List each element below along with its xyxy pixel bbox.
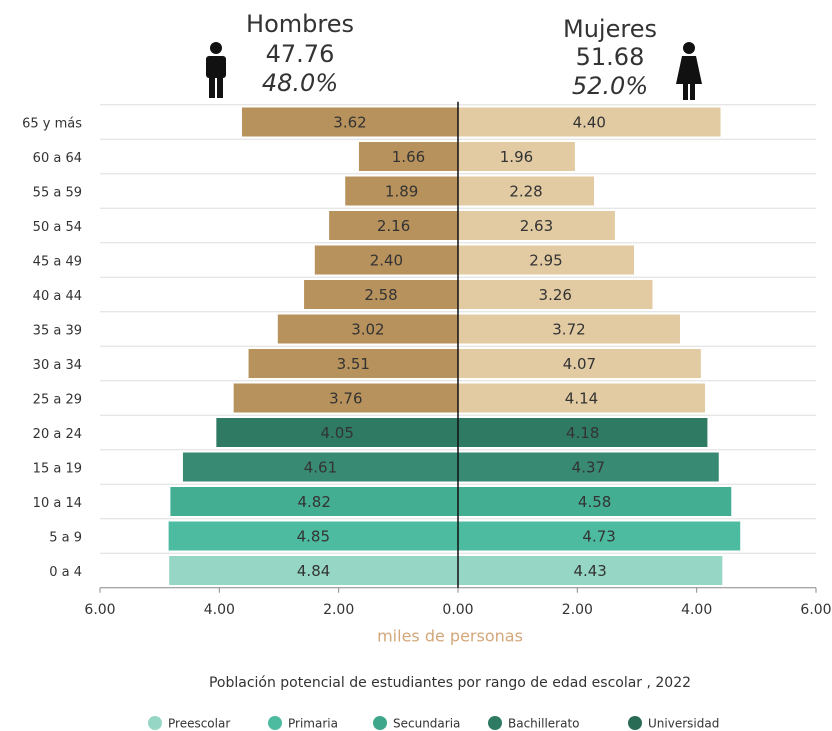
y-tick-label: 50 a 54 xyxy=(33,220,82,235)
x-tick-label: 2.00 xyxy=(323,602,354,618)
header-name: Hombres xyxy=(246,10,354,38)
bar-label: 2.40 xyxy=(370,252,403,270)
bar xyxy=(458,245,635,275)
bar-label: 3.76 xyxy=(329,390,362,408)
bar xyxy=(458,211,615,240)
bar-label: 4.82 xyxy=(298,493,331,511)
bar xyxy=(182,452,459,482)
bar xyxy=(248,349,458,378)
header-share: 52.0% xyxy=(572,72,648,100)
y-tick-label: 20 a 24 xyxy=(33,427,82,442)
legend-label: Secundaria xyxy=(393,717,460,731)
legend-swatch xyxy=(148,716,162,730)
x-tick-label: 6.00 xyxy=(84,602,115,618)
legend-label: Preescolar xyxy=(168,717,230,731)
legend-label: Primaria xyxy=(288,717,338,731)
x-tick-label: 0.00 xyxy=(442,602,473,618)
bar-label: 1.89 xyxy=(385,183,418,201)
header-share: 48.0% xyxy=(262,69,338,97)
x-tick-label: 2.00 xyxy=(562,602,593,618)
bar-label: 4.05 xyxy=(320,424,353,442)
bar-label: 3.62 xyxy=(333,114,366,132)
bar xyxy=(170,487,458,516)
bar-label: 4.84 xyxy=(297,562,330,580)
y-tick-label: 35 a 39 xyxy=(33,324,82,339)
y-tick-label: 0 a 4 xyxy=(49,565,82,580)
bar xyxy=(458,521,741,551)
bar xyxy=(329,211,458,240)
legend-swatch xyxy=(488,716,502,730)
bar xyxy=(345,176,458,206)
bar-label: 4.07 xyxy=(563,355,596,373)
female-icon xyxy=(676,42,702,100)
bar-label: 4.37 xyxy=(572,459,605,477)
y-tick-label: 25 a 29 xyxy=(33,393,82,408)
bar xyxy=(458,314,680,344)
y-tick-label: 55 a 59 xyxy=(33,186,82,201)
header-total: 47.76 xyxy=(266,40,335,68)
legend-swatch xyxy=(268,716,282,730)
y-tick-label: 40 a 44 xyxy=(33,289,82,304)
male-icon xyxy=(206,42,226,98)
bar-label: 1.66 xyxy=(392,148,425,166)
bar xyxy=(458,107,721,137)
bar-label: 2.16 xyxy=(377,217,410,235)
bar-label: 3.26 xyxy=(539,286,572,304)
bar-label: 4.85 xyxy=(297,528,330,546)
bar xyxy=(458,418,708,447)
bar xyxy=(458,452,719,482)
legend-label: Bachillerato xyxy=(508,717,580,731)
bar xyxy=(233,383,458,413)
bar xyxy=(277,314,458,344)
bar xyxy=(458,383,706,413)
header-total: 51.68 xyxy=(576,43,645,71)
x-tick-label: 6.00 xyxy=(800,602,831,618)
x-tick-label: 4.00 xyxy=(681,602,712,618)
bar-label: 4.58 xyxy=(578,493,611,511)
bar-label: 3.51 xyxy=(337,355,370,373)
bar xyxy=(458,142,575,171)
bar xyxy=(242,107,458,137)
bar xyxy=(458,176,595,206)
y-tick-label: 30 a 34 xyxy=(33,358,82,373)
y-tick-label: 65 y más xyxy=(22,117,82,132)
bar xyxy=(168,521,458,551)
bar xyxy=(358,142,458,171)
y-tick-label: 45 a 49 xyxy=(33,255,82,270)
bar-label: 4.61 xyxy=(304,459,337,477)
bar xyxy=(169,556,459,585)
y-tick-label: 60 a 64 xyxy=(33,151,82,166)
chart-title: Población potencial de estudiantes por r… xyxy=(209,675,691,691)
bar xyxy=(314,245,458,275)
legend-swatch xyxy=(628,716,642,730)
bar-label: 1.96 xyxy=(500,148,533,166)
bar xyxy=(304,280,458,309)
legend-label: Universidad xyxy=(648,717,719,731)
bar-label: 3.02 xyxy=(351,321,384,339)
bar xyxy=(458,349,701,378)
bar-label: 2.63 xyxy=(520,217,553,235)
y-tick-label: 10 a 14 xyxy=(33,496,82,511)
bar-label: 4.43 xyxy=(573,562,606,580)
bar-label: 4.18 xyxy=(566,424,599,442)
bar xyxy=(458,556,723,585)
bar xyxy=(458,280,653,309)
legend-swatch xyxy=(373,716,387,730)
bar-label: 4.40 xyxy=(573,114,606,132)
bar-label: 4.73 xyxy=(582,528,615,546)
bar-label: 4.14 xyxy=(565,390,598,408)
x-tick-label: 4.00 xyxy=(204,602,235,618)
bar-label: 2.95 xyxy=(529,252,562,270)
bar-label: 2.28 xyxy=(509,183,542,201)
bar-label: 2.58 xyxy=(364,286,397,304)
y-tick-label: 5 a 9 xyxy=(49,531,82,546)
bar xyxy=(216,418,458,447)
y-tick-label: 15 a 19 xyxy=(33,462,82,477)
bar xyxy=(458,487,732,516)
header-name: Mujeres xyxy=(563,15,657,43)
bar-label: 3.72 xyxy=(552,321,585,339)
x-axis-label: miles de personas xyxy=(377,627,523,646)
